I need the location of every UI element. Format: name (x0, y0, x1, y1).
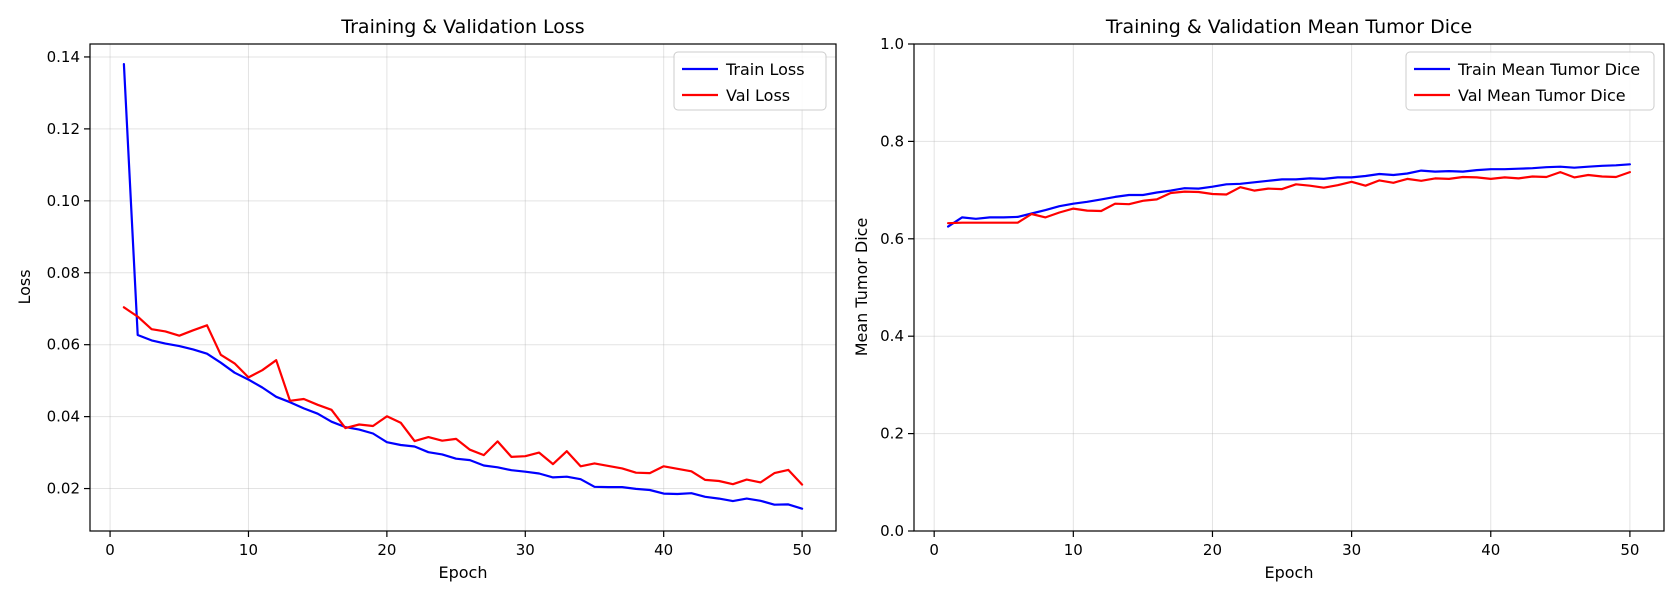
dice-series-line-1 (946, 171, 1632, 225)
loss-series-line-1 (122, 306, 804, 486)
x-tick-label: 10 (1064, 541, 1083, 559)
y-tick-label: 0.4 (880, 327, 904, 345)
dice-chart-series (946, 163, 1632, 228)
x-tick-label: 0 (105, 541, 115, 559)
loss-series-line-0 (122, 62, 804, 510)
x-tick-label: 20 (1203, 541, 1222, 559)
dice-chart-ticks: 0 10 20 30 40 50 0.0 0.2 0.4 0.6 0.8 1.0 (880, 35, 1639, 559)
dice-chart-frame (913, 43, 1665, 532)
loss-legend-label-0: Train Loss (725, 60, 805, 79)
dice-legend-label-1: Val Mean Tumor Dice (1458, 86, 1626, 105)
y-tick-label: 0.8 (880, 132, 904, 150)
x-tick-label: 10 (239, 541, 258, 559)
y-tick-label: 0.12 (47, 120, 80, 138)
loss-chart-series (122, 62, 804, 510)
x-tick-label: 20 (377, 541, 396, 559)
y-tick-label: 0.14 (47, 48, 80, 66)
x-tick-label: 0 (929, 541, 939, 559)
loss-chart-xlabel: Epoch (439, 563, 488, 582)
y-tick-label: 0.06 (47, 336, 80, 354)
dice-chart-legend: Train Mean Tumor Dice Val Mean Tumor Dice (1405, 51, 1655, 111)
x-tick-label: 50 (793, 541, 812, 559)
dice-chart-ylabel: Mean Tumor Dice (852, 218, 871, 357)
y-tick-label: 0.2 (880, 425, 904, 443)
x-tick-label: 30 (1342, 541, 1361, 559)
loss-chart-ylabel: Loss (15, 269, 34, 304)
loss-chart-ticks: 0 10 20 30 40 50 0.02 0.04 0.06 0.08 0.10 0.12 0.14 (47, 48, 812, 559)
x-tick-label: 40 (654, 541, 673, 559)
loss-chart-grid (90, 44, 836, 531)
y-tick-label: 0.02 (47, 480, 80, 498)
dice-series-line-0 (946, 163, 1632, 228)
x-tick-label: 40 (1481, 541, 1500, 559)
loss-chart: Training & Validation Loss 0 10 20 30 40 50 0.… (15, 16, 837, 582)
y-tick-label: 0.6 (880, 230, 904, 248)
loss-legend-label-1: Val Loss (726, 86, 790, 105)
dice-chart-grid (914, 43, 1664, 532)
y-tick-label: 0.10 (47, 192, 80, 210)
dice-legend-box (1405, 51, 1655, 111)
dice-chart-xlabel: Epoch (1265, 563, 1314, 582)
x-tick-label: 30 (516, 541, 535, 559)
dice-legend-label-0: Train Mean Tumor Dice (1457, 60, 1640, 79)
dice-chart-title: Training & Validation Mean Tumor Dice (1105, 16, 1472, 38)
x-tick-label: 50 (1620, 541, 1639, 559)
loss-chart-frame (89, 43, 837, 532)
dice-chart: Training & Validation Mean Tumor Dice 0 1… (852, 16, 1665, 582)
y-tick-label: 1.0 (880, 35, 904, 53)
y-tick-label: 0.08 (47, 264, 80, 282)
loss-chart-title: Training & Validation Loss (340, 16, 584, 38)
y-tick-label: 0.0 (880, 522, 904, 540)
loss-chart-legend: Train Loss Val Loss (673, 51, 827, 111)
y-tick-label: 0.04 (47, 408, 80, 426)
